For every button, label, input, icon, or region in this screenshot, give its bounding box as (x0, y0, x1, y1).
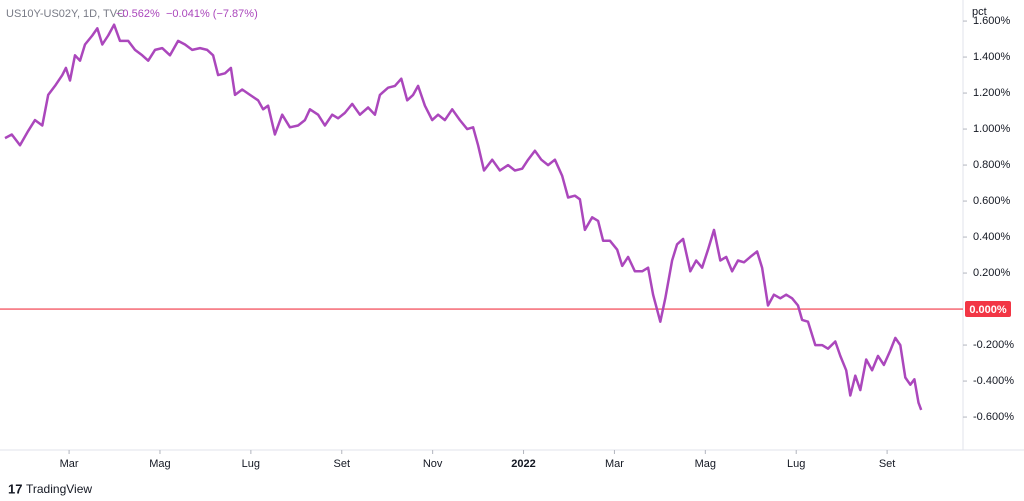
x-tick-label: Lug (242, 458, 260, 470)
zero-label: 0.000% (969, 304, 1007, 316)
x-tick-label: 2022 (511, 458, 535, 470)
price-line (4, 23, 923, 411)
symbol: US10Y-US02Y, 1D, TVC (6, 8, 125, 20)
zero-label-box (965, 301, 1011, 318)
y-tick-label: 1.200% (973, 87, 1011, 99)
y-tick-label: 0.600% (973, 195, 1011, 207)
brand: TradingView (26, 482, 92, 496)
y-tick-label: 0.800% (973, 159, 1011, 171)
y-tick-label: 0.200% (973, 267, 1011, 279)
logo-mark: 17 (8, 481, 22, 496)
y-tick-label: 0.400% (973, 231, 1011, 243)
y-tick-label: -0.200% (973, 339, 1014, 351)
x-tick-label: Set (333, 458, 350, 470)
x-tick-label: Nov (423, 458, 443, 470)
x-tick-label: Mag (149, 458, 170, 470)
x-tick-label: Mar (605, 458, 624, 470)
y-axis-label: pct (972, 6, 987, 18)
x-tick-label: Mar (60, 458, 79, 470)
y-tick-label: -0.400% (973, 375, 1014, 387)
y-tick-label: 1.600% (973, 15, 1011, 27)
y-tick-label: 1.400% (973, 51, 1011, 63)
x-tick-label: Lug (787, 458, 805, 470)
x-tick-label: Set (879, 458, 896, 470)
change: −0.041% (−7.87%) (166, 8, 258, 20)
last-value: −0.562% (116, 8, 160, 20)
y-tick-label: 1.000% (973, 123, 1011, 135)
y-tick-label: -0.600% (973, 411, 1014, 423)
x-tick-label: Mag (695, 458, 716, 470)
